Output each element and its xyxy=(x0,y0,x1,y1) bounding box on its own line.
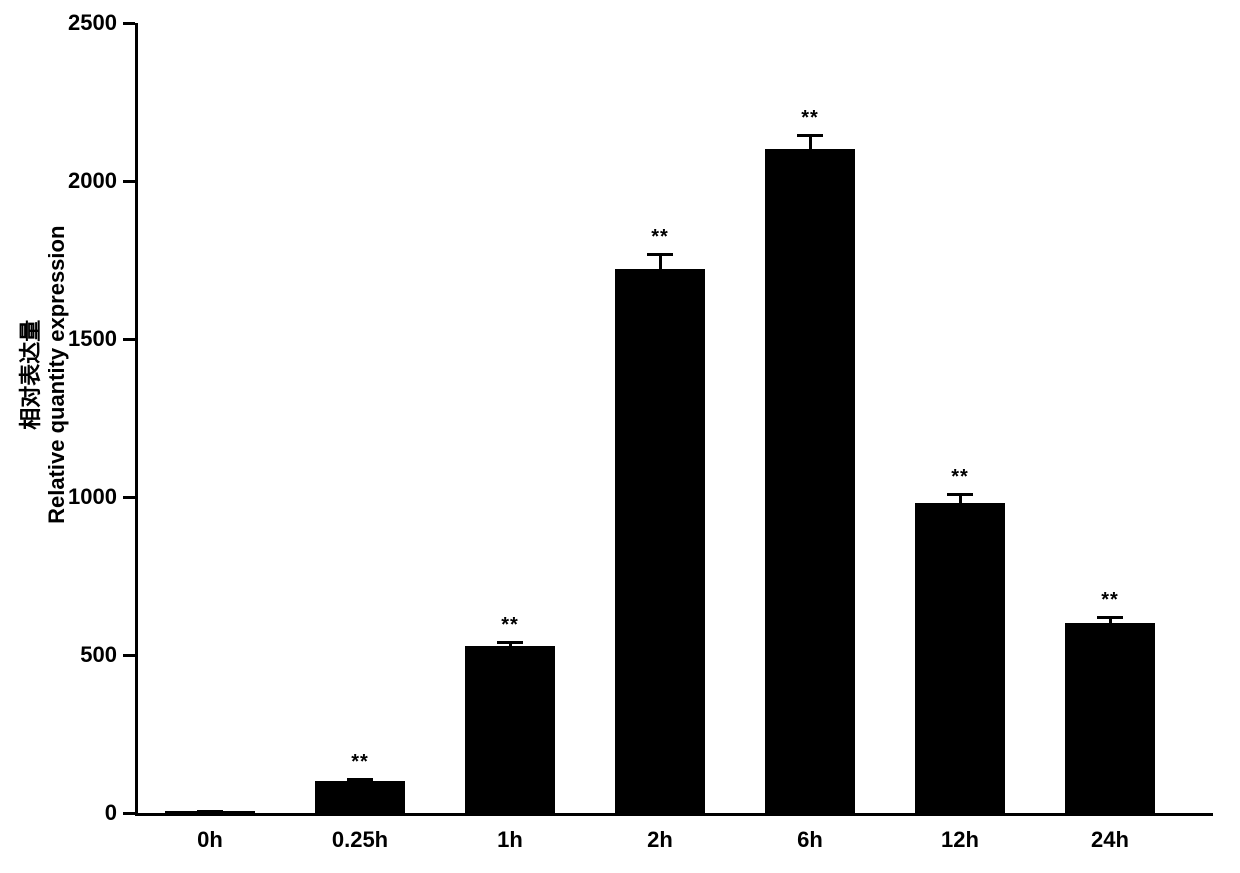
error-cap xyxy=(497,641,523,644)
bar-chart: 相对表达量 Relative quantity expression 0 500 1… xyxy=(0,0,1240,873)
x-tick-label: 6h xyxy=(760,827,860,853)
y-tick xyxy=(123,654,135,657)
error-cap xyxy=(647,253,673,256)
y-tick xyxy=(123,496,135,499)
bar xyxy=(765,149,855,813)
bar xyxy=(915,503,1005,813)
y-tick xyxy=(123,338,135,341)
error-bar xyxy=(809,135,812,149)
x-tick-label: 24h xyxy=(1060,827,1160,853)
error-cap xyxy=(197,810,223,813)
bar xyxy=(315,781,405,813)
x-tick-label: 1h xyxy=(460,827,560,853)
error-cap xyxy=(347,778,373,781)
x-tick-label: 0h xyxy=(160,827,260,853)
y-tick-label: 1500 xyxy=(68,326,117,352)
bar xyxy=(615,269,705,813)
y-tick-label: 500 xyxy=(80,642,117,668)
significance-marker: ** xyxy=(1090,589,1130,612)
y-tick xyxy=(123,180,135,183)
significance-marker: ** xyxy=(640,226,680,249)
significance-marker: ** xyxy=(940,466,980,489)
significance-marker: ** xyxy=(340,751,380,774)
y-axis-label: 相对表达量 Relative quantity expression xyxy=(18,157,70,592)
y-tick xyxy=(123,22,135,25)
error-cap xyxy=(797,134,823,137)
y-tick-label: 1000 xyxy=(68,484,117,510)
error-cap xyxy=(1097,616,1123,619)
significance-marker: ** xyxy=(790,107,830,130)
bar xyxy=(465,646,555,813)
error-cap xyxy=(947,493,973,496)
y-tick-label: 2500 xyxy=(68,10,117,36)
bar xyxy=(1065,623,1155,813)
x-tick-label: 0.25h xyxy=(310,827,410,853)
y-tick-label: 0 xyxy=(105,800,117,826)
y-tick-label: 2000 xyxy=(68,168,117,194)
error-bar xyxy=(659,254,662,270)
x-tick-label: 2h xyxy=(610,827,710,853)
x-tick-label: 12h xyxy=(910,827,1010,853)
significance-marker: ** xyxy=(490,614,530,637)
y-tick xyxy=(123,812,135,815)
